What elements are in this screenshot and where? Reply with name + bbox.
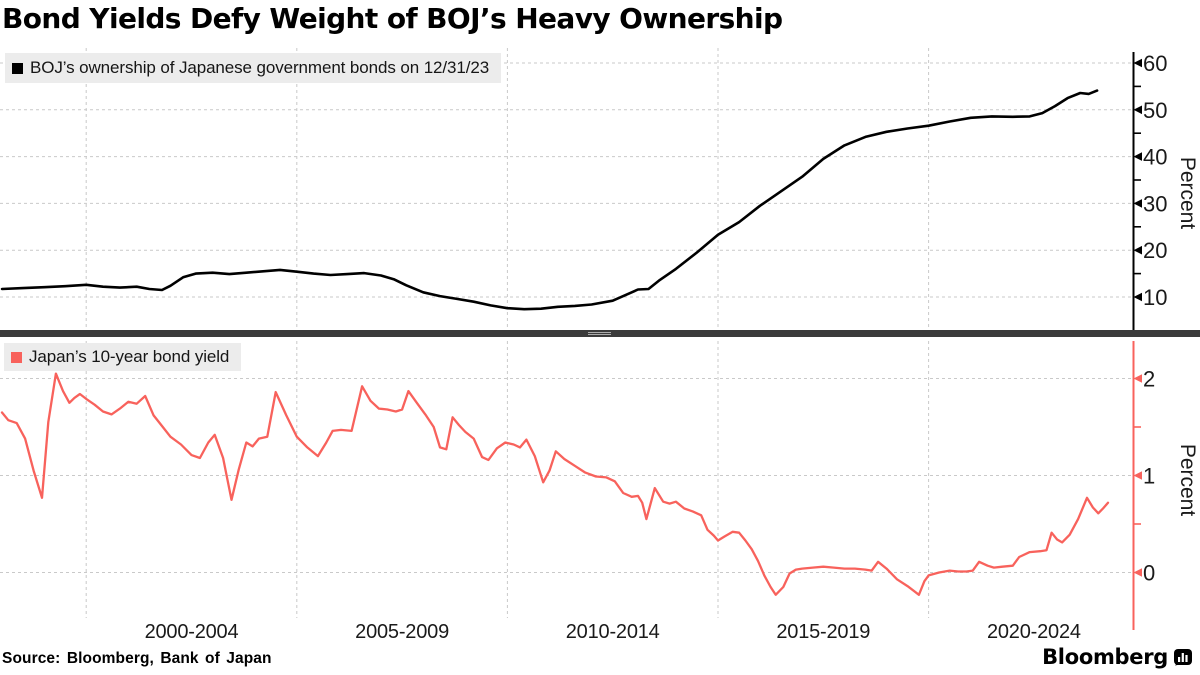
y-tick-label: 1	[1143, 464, 1155, 489]
series-10yr-yield	[0, 372, 1110, 596]
bloomberg-logo: Bloomberg	[1042, 645, 1192, 669]
y-tick-label: 2	[1143, 367, 1155, 392]
y-tick-label: 60	[1143, 51, 1167, 76]
x-axis-label: 2010-2014	[565, 621, 660, 643]
y-axis-title: Percent	[1176, 444, 1199, 517]
bloomberg-wordmark: Bloomberg	[1042, 645, 1168, 669]
bloomberg-terminal-icon	[1174, 648, 1192, 665]
legend-label-bond-yield: Japan’s 10-year bond yield	[29, 347, 230, 366]
major-tick-arrow	[1133, 245, 1142, 255]
source-note: Source: Bloomberg, Bank of Japan	[2, 650, 272, 667]
x-axis-label: 2015-2019	[776, 621, 871, 643]
major-tick-arrow	[1133, 152, 1142, 161]
series-boj-ownership	[0, 89, 1099, 311]
divider-drag-handle-icon[interactable]	[588, 331, 611, 336]
major-tick-arrow	[1133, 471, 1142, 480]
major-tick-arrow	[1133, 374, 1142, 383]
legend-swatch-black-square	[12, 62, 23, 74]
y-tick-label: 50	[1143, 98, 1167, 123]
y-tick-label: 10	[1143, 285, 1167, 310]
y-tick-label: 20	[1143, 238, 1167, 263]
major-tick-arrow	[1133, 105, 1142, 115]
y-tick-label: 30	[1143, 191, 1167, 216]
major-tick-arrow	[1133, 58, 1142, 68]
legend-bond-yield: Japan’s 10-year bond yield	[4, 343, 242, 371]
x-axis-labels: 2000-2004 2005-2009 2010-2014 2015-2019 2020…	[0, 621, 1200, 647]
y-tick-label: 0	[1143, 561, 1155, 586]
chart-title: Bond Yields Defy Weight of BOJ’s Heavy O…	[2, 2, 783, 35]
y-axis-title: Percent	[1176, 157, 1199, 230]
major-tick-arrow	[1133, 292, 1142, 302]
y-tick-label: 40	[1143, 145, 1167, 170]
panel-divider	[0, 330, 1200, 337]
x-axis-label: 2005-2009	[355, 621, 450, 643]
major-tick-arrow	[1133, 568, 1142, 577]
legend-boj-ownership: BOJ’s ownership of Japanese government b…	[5, 53, 502, 83]
x-axis-label: 2000-2004	[144, 621, 239, 643]
legend-label-boj-ownership: BOJ’s ownership of Japanese government b…	[30, 58, 490, 77]
major-tick-arrow	[1133, 199, 1142, 208]
legend-swatch-red-square	[11, 351, 22, 363]
x-axis-label: 2020-2024	[986, 621, 1081, 643]
